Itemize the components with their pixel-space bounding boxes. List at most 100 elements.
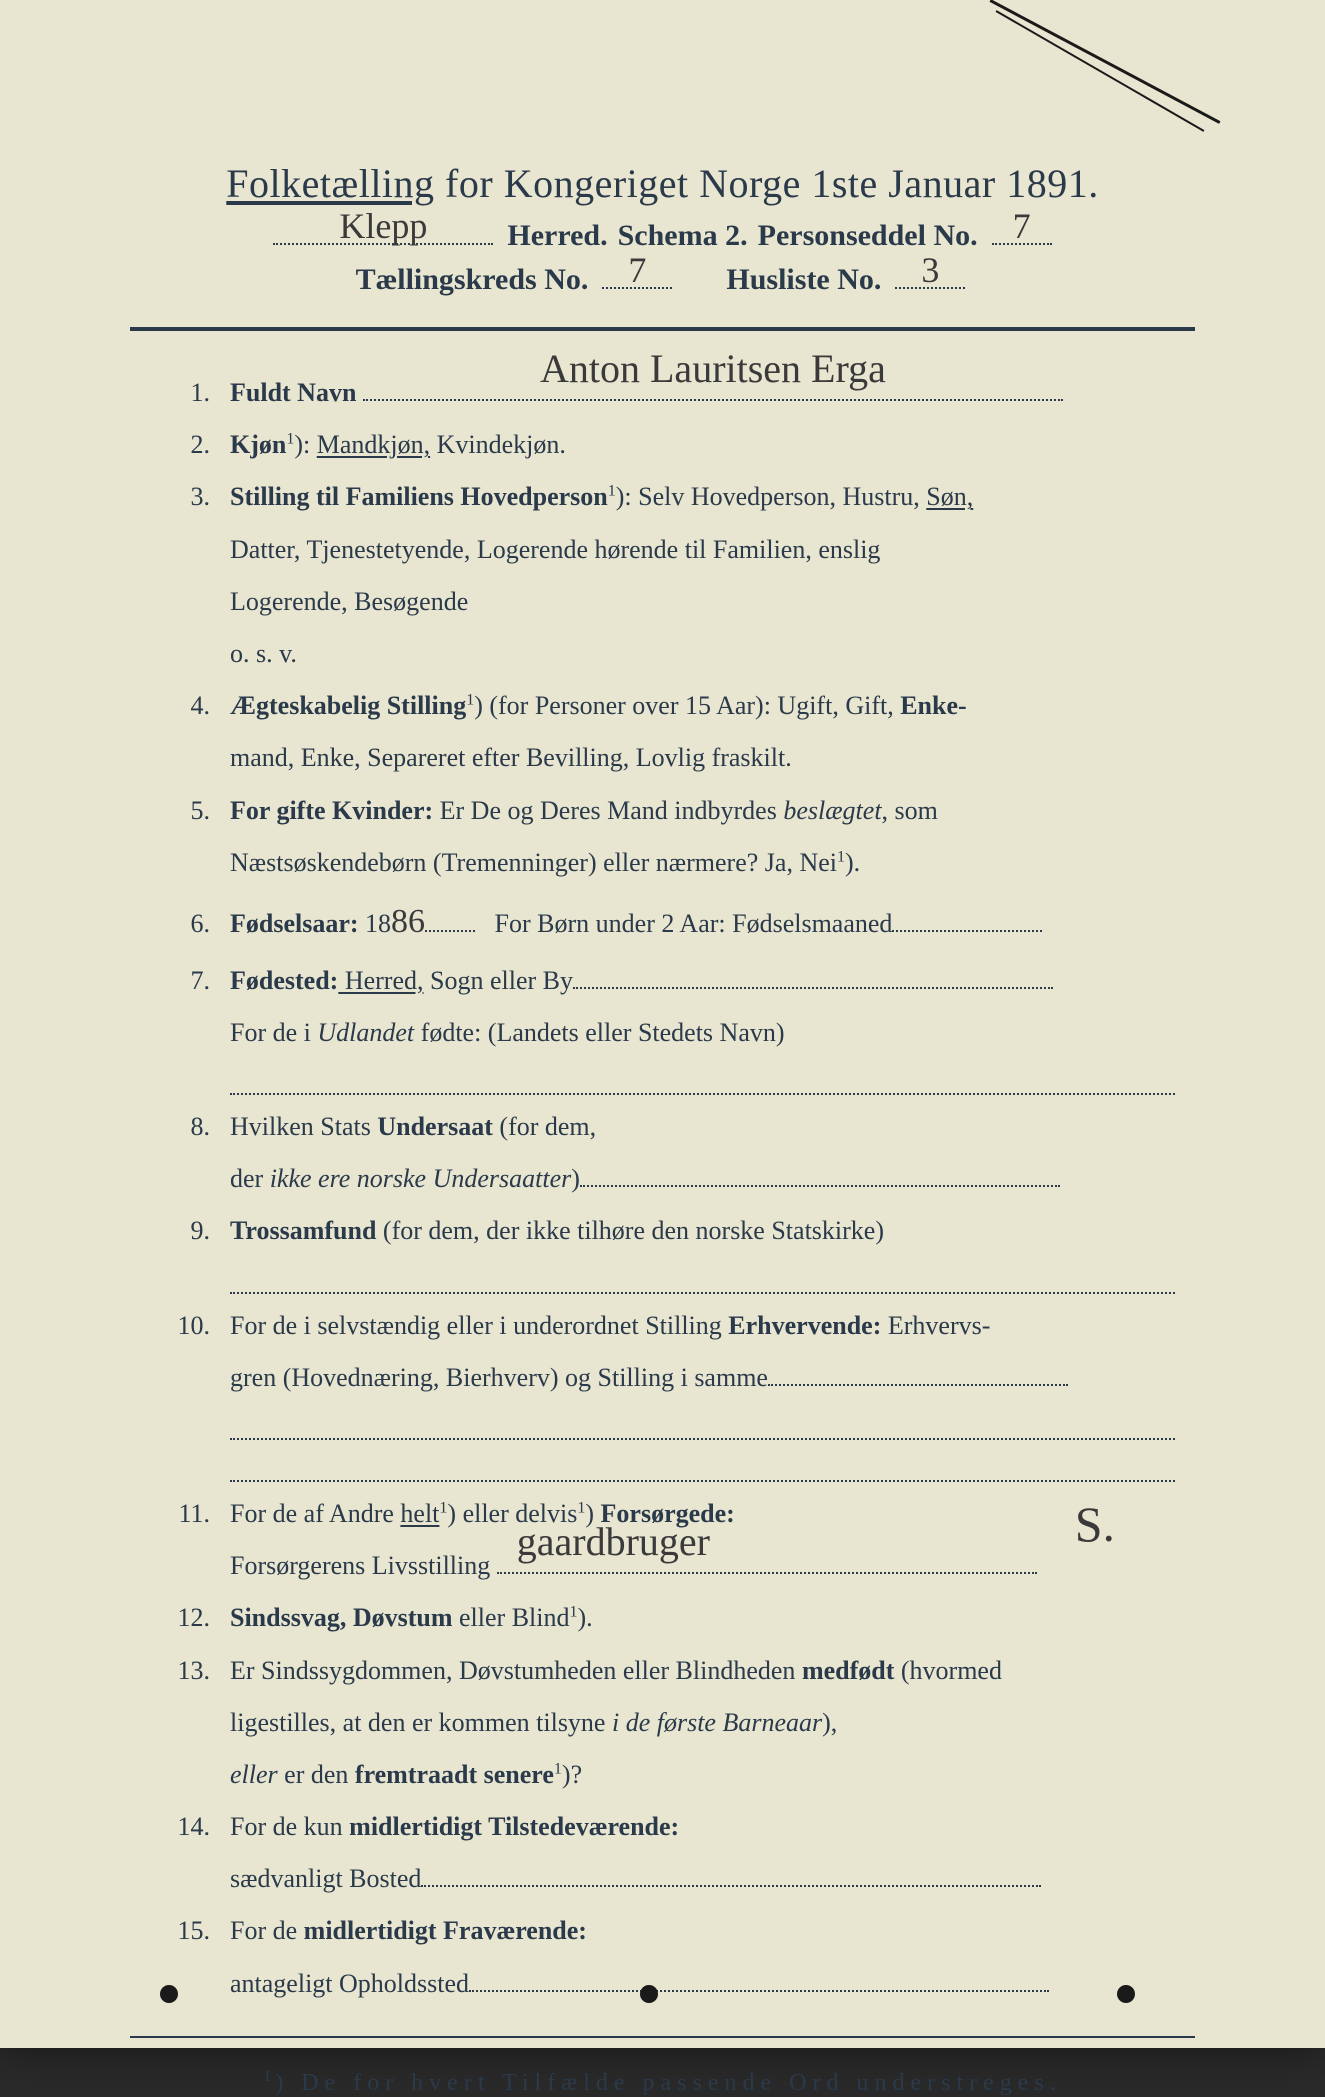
q6-pre: 18 (359, 909, 392, 938)
q4-line2: mand, Enke, Separeret efter Bevilling, L… (230, 736, 1175, 780)
q7-l2c: fødte: (Landets eller Stedets Navn) (414, 1018, 784, 1047)
q13-l3b: er den (278, 1760, 355, 1789)
q7-content: Fødested: Herred, Sogn eller By (230, 959, 1175, 1003)
q6-rest: For Børn under 2 Aar: Fødselsmaaned (495, 909, 893, 938)
q2-opt1: Mandkjøn, (317, 430, 430, 459)
q7-label: Fødested: (230, 966, 338, 995)
q13-sup: 1 (554, 1760, 562, 1777)
q5-sup: 1 (837, 848, 845, 865)
q11-helt: helt (400, 1499, 439, 1528)
q1-label: Fuldt Navn (230, 378, 356, 407)
q5-label: For gifte Kvinder: (230, 796, 433, 825)
q3-line2: Datter, Tjenestetyende, Logerende hørend… (230, 528, 1175, 572)
q10-blank-line2 (230, 1450, 1175, 1482)
q4-num: 4. (150, 684, 230, 728)
q10-blank-line1 (230, 1408, 1175, 1440)
question-10: 10. For de i selvstændig eller i underor… (150, 1304, 1175, 1348)
footnote: 1) De for hvert Tilfælde passende Ord un… (90, 2068, 1235, 2097)
q3-num: 3. (150, 475, 230, 519)
question-9: 9. Trossamfund (for dem, der ikke tilhør… (150, 1209, 1175, 1253)
herred-field: Klepp (273, 243, 493, 245)
q5-line2: Næstsøskendebørn (Tremenninger) eller næ… (230, 841, 1175, 885)
q3-line4: o. s. v. (230, 632, 1175, 676)
q13-bold1: medfødt (802, 1656, 894, 1685)
q13-bold3: fremtraadt senere (355, 1760, 554, 1789)
personseddel-field: 7 (992, 243, 1052, 245)
q10-content: For de i selvstændig eller i underordnet… (230, 1304, 1175, 1348)
q15-num: 15. (150, 1909, 230, 1953)
q7-num: 7. (150, 959, 230, 1003)
q7-blank-line (230, 1063, 1175, 1095)
q2-opt2: Kvindekjøn. (430, 430, 566, 459)
q10-line2: gren (Hovednæring, Bierhverv) og Stillin… (230, 1356, 1175, 1400)
q12-sup: 1 (570, 1604, 578, 1621)
q11-hw: gaardbruger (517, 1508, 1037, 1576)
q10-bold: Erhvervende: (728, 1311, 881, 1340)
q12-content: Sindssvag, Døvstum eller Blind1). (230, 1596, 1175, 1640)
q8-l2c: ) (571, 1164, 580, 1193)
q5-l2b: ). (845, 848, 860, 877)
question-13: 13. Er Sindssygdommen, Døvstumheden elle… (150, 1649, 1175, 1693)
q7-rest: Sogn eller By (424, 966, 574, 995)
q6-content: Fødselsaar: 1886 For Børn under 2 Aar: F… (230, 893, 1175, 951)
subtitle-row-2: Tællingskreds No. 7 Husliste No. 3 (90, 263, 1235, 297)
q15-l1a: For de (230, 1916, 304, 1945)
q3-son: Søn, (926, 482, 973, 511)
fn-text: ) De for hvert Tilfælde passende Ord und… (275, 2070, 1062, 2096)
taellingskreds-field: 7 (602, 287, 672, 289)
q5-rest1: Er De og Deres Mand indbyrdes (433, 796, 783, 825)
q1-hw: Anton Lauritsen Erga (363, 335, 1063, 403)
q9-num: 9. (150, 1209, 230, 1253)
q13-italic2: i de første Barneaar (612, 1708, 822, 1737)
q7-l2b: Udlandet (317, 1018, 414, 1047)
q13-num: 13. (150, 1649, 230, 1693)
q8-l2b: ikke ere norske Undersaatter (270, 1164, 572, 1193)
question-5: 5. For gifte Kvinder: Er De og Deres Man… (150, 789, 1175, 833)
q15-dots (469, 1990, 1049, 1992)
q2-num: 2. (150, 423, 230, 467)
q5-italic: beslægtet (783, 796, 881, 825)
taellingskreds-hw: 7 (602, 249, 672, 291)
q5-l2a: Næstsøskendebørn (Tremenninger) eller næ… (230, 848, 837, 877)
q9-blank-line (230, 1262, 1175, 1294)
q7-herred: Herred, (338, 966, 423, 995)
q11-l2: Forsørgerens Livsstilling (230, 1551, 490, 1580)
q4-content: Ægteskabelig Stilling1) (for Personer ov… (230, 684, 1175, 728)
q12-rest: eller Blind (453, 1603, 570, 1632)
q8-dots (580, 1185, 1060, 1187)
q5-num: 5. (150, 789, 230, 833)
question-6: 6. Fødselsaar: 1886 For Børn under 2 Aar… (150, 893, 1175, 951)
husliste-label: Husliste No. (726, 263, 881, 297)
q11-num: 11. (150, 1492, 230, 1536)
question-4: 4. Ægteskabelig Stilling1) (for Personer… (150, 684, 1175, 728)
husliste-field: 3 (895, 287, 965, 289)
q4-enke: Enke- (900, 691, 966, 720)
personseddel-label: Personseddel No. (758, 219, 978, 253)
q14-num: 14. (150, 1805, 230, 1849)
herred-label: Herred. (507, 219, 607, 253)
q7-dots (573, 987, 1053, 989)
q13-l3c: )? (562, 1760, 582, 1789)
schema-label: Schema 2. (618, 219, 748, 253)
question-14: 14. For de kun midlertidigt Tilstedevære… (150, 1805, 1175, 1849)
q8-bold: Undersaat (377, 1112, 493, 1141)
q13-content: Er Sindssygdommen, Døvstumheden eller Bl… (230, 1649, 1175, 1693)
q8-line2: der ikke ere norske Undersaatter) (230, 1157, 1175, 1201)
punch-hole-3 (1117, 1985, 1135, 2003)
q11-line2: Forsørgerens Livsstilling gaardbruger (230, 1544, 1175, 1588)
q13-line3: eller er den fremtraadt senere1)? (230, 1753, 1175, 1797)
q9-content: Trossamfund (for dem, der ikke tilhøre d… (230, 1209, 1175, 1253)
q1-field: Anton Lauritsen Erga (363, 399, 1063, 401)
q7-l2a: For de i (230, 1018, 317, 1047)
title-rest: for Kongeriget Norge 1ste Januar 1891. (435, 161, 1099, 206)
q14-dots (421, 1885, 1041, 1887)
question-12: 12. Sindssvag, Døvstum eller Blind1). (150, 1596, 1175, 1640)
q10-l1a: For de i selvstændig eller i underordnet… (230, 1311, 728, 1340)
q14-line2: sædvanligt Bosted (230, 1857, 1175, 1901)
q9-rest: (for dem, der ikke tilhøre den norske St… (376, 1216, 884, 1245)
q3-line3: Logerende, Besøgende (230, 580, 1175, 624)
q5-rest1b: , som (882, 796, 938, 825)
q14-l1a: For de kun (230, 1812, 349, 1841)
q11-field: gaardbruger (497, 1572, 1037, 1574)
q10-dots (768, 1384, 1068, 1386)
